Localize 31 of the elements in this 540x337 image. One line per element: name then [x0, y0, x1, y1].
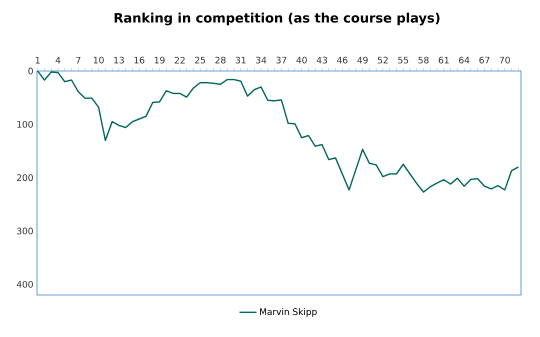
- x-tick-label: 31: [236, 56, 246, 64]
- y-tick-label: 200: [17, 174, 33, 182]
- x-tick-label: 70: [500, 56, 510, 64]
- x-tick-label: 22: [174, 56, 185, 64]
- x-tick-label: 55: [398, 56, 408, 64]
- x-tick-label: 13: [114, 56, 124, 64]
- x-tick-label: 40: [296, 56, 307, 64]
- legend-label: Marvin Skipp: [260, 308, 317, 317]
- x-tick-label: 52: [378, 56, 388, 64]
- x-tick-label: 37: [276, 56, 286, 64]
- x-tick-label: 16: [134, 56, 144, 64]
- y-tick-label: 100: [17, 120, 33, 128]
- x-tick-label: 58: [418, 56, 429, 64]
- y-tick-label: 300: [17, 228, 33, 234]
- x-tick-label: 49: [357, 56, 368, 64]
- x-tick-label: 64: [459, 56, 470, 64]
- x-tick-label: 67: [479, 56, 490, 64]
- y-tick-label: 0: [28, 68, 33, 74]
- y-tick-label: 400: [16, 280, 33, 288]
- x-tick-label: 46: [337, 56, 348, 64]
- x-tick-label: 25: [195, 56, 206, 64]
- x-tick-label: 43: [316, 56, 327, 64]
- x-tick-label: 61: [438, 56, 449, 64]
- x-tick-label: 34: [256, 56, 266, 64]
- x-tick-label: 1: [36, 56, 40, 64]
- x-tick-label: 10: [94, 56, 104, 64]
- chart-title: Ranking in competition (as the course plays): [114, 12, 440, 26]
- x-tick-label: 7: [76, 56, 80, 64]
- x-tick-label: 28: [215, 56, 226, 64]
- x-tick-label: 4: [56, 56, 60, 64]
- x-tick-label: 19: [154, 56, 165, 64]
